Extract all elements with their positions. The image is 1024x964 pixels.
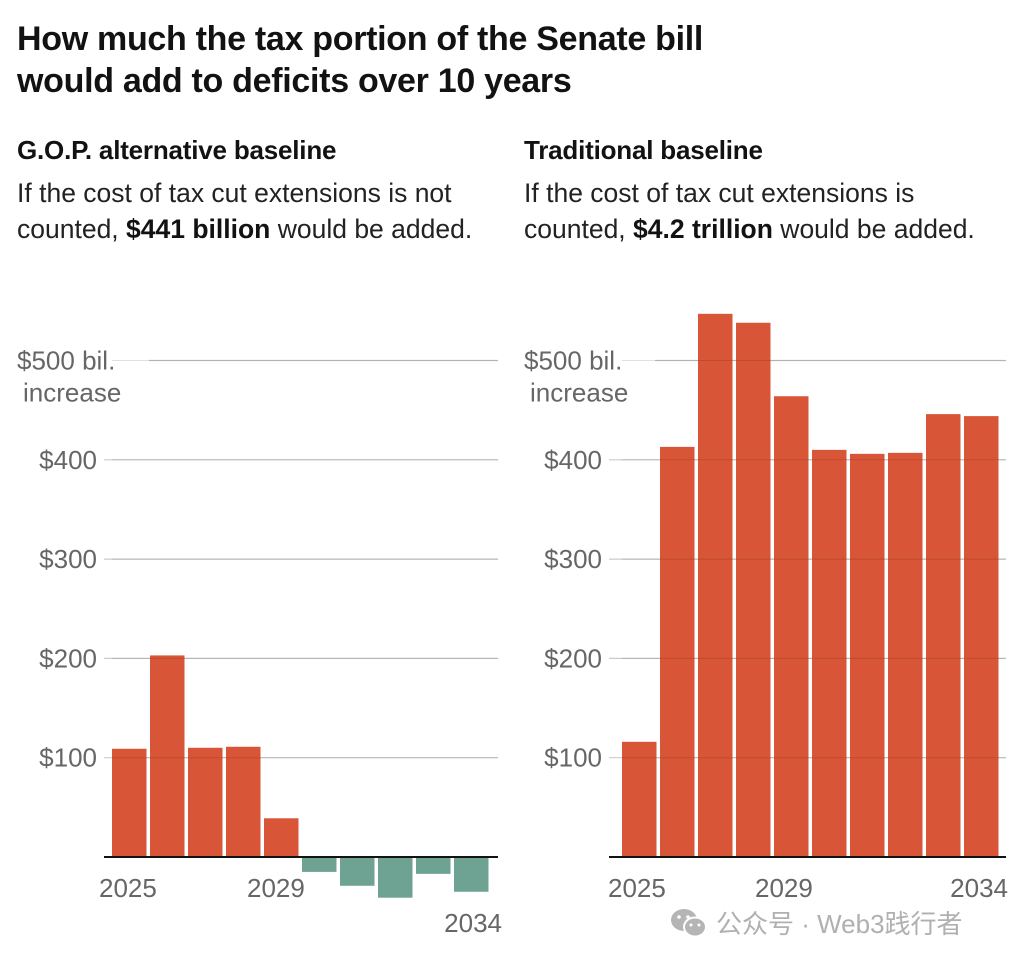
left-y-axis-unit-label: increase: [23, 378, 121, 408]
right-panel-header: Traditional baseline If the cost of tax …: [524, 134, 994, 247]
left-panel-description: If the cost of tax cut extensions is not…: [17, 175, 487, 247]
left-y-tick-label: $400: [39, 445, 97, 475]
right-desc-text-end: would be added.: [772, 214, 975, 244]
right-bar-chart: $100 $200 $300 $400 $500 bil.increase 2025 202…: [524, 313, 1008, 903]
wechat-icon: [670, 908, 708, 938]
watermark: 公众号 · Web3践行者: [670, 904, 963, 941]
right-bar-2031: [850, 453, 885, 857]
left-y-tick-label: $500 bil.: [17, 346, 115, 376]
right-desc-text: If the cost of tax cut extensions is cou…: [524, 178, 915, 244]
left-y-tick-label: $200: [39, 643, 97, 673]
right-y-tick-label: $100: [544, 743, 602, 773]
right-bar-2032: [888, 452, 923, 857]
right-x-tick-label: 2034: [950, 873, 1008, 903]
left-bar-chart: $100 $200 $300 $400 $500 bil.increase 2025 202…: [17, 346, 502, 939]
right-bar-2034: [964, 416, 999, 857]
right-panel-description: If the cost of tax cut extensions is cou…: [524, 175, 994, 247]
left-bar-2025: [112, 748, 147, 857]
right-panel-subtitle: Traditional baseline: [524, 135, 763, 165]
right-y-tick-label: $400: [544, 445, 602, 475]
right-bar-2028: [736, 322, 771, 857]
right-desc-highlight: $4.2 trillion: [633, 214, 773, 244]
left-bar-2029: [264, 818, 299, 857]
right-y-tick-label: $200: [544, 643, 602, 673]
left-bar-2034: [454, 857, 489, 892]
left-desc-text: If the cost of tax cut extensions is not…: [17, 178, 452, 244]
left-y-tick-label: $300: [39, 544, 97, 574]
right-bar-2025: [622, 741, 657, 857]
left-panel-subtitle: G.O.P. alternative baseline: [17, 135, 337, 165]
left-bar-2026: [150, 655, 185, 857]
left-bar-2027: [188, 747, 223, 857]
left-panel-header: G.O.P. alternative baseline If the cost …: [17, 134, 487, 247]
right-x-tick-label: 2025: [608, 873, 666, 903]
right-y-tick-label: $300: [544, 544, 602, 574]
left-desc-text-end: would be added.: [270, 214, 473, 244]
right-y-tick-label: $500 bil.: [524, 346, 622, 376]
right-bar-2033: [926, 414, 961, 857]
left-x-tick-label: 2034: [444, 908, 502, 938]
chart-title-line-1: How much the tax portion of the Senate b…: [17, 20, 704, 58]
chart-title-line-2: would add to deficits over 10 years: [17, 62, 572, 100]
right-bar-2029: [774, 396, 809, 857]
left-bar-2030: [302, 857, 337, 872]
chart-title: How much the tax portion of the Senate b…: [17, 18, 917, 102]
left-bar-2033: [416, 857, 451, 874]
right-bar-2026: [660, 446, 695, 857]
left-x-tick-label: 2029: [247, 873, 305, 903]
left-x-tick-label: 2025: [99, 873, 157, 903]
left-bar-2032: [378, 857, 413, 898]
watermark-text: 公众号 · Web3践行者: [716, 909, 963, 939]
left-bar-2028: [226, 746, 261, 857]
left-desc-highlight: $441 billion: [126, 214, 271, 244]
right-bar-2030: [812, 449, 847, 857]
left-y-tick-label: $100: [39, 743, 97, 773]
right-y-axis-unit-label: increase: [530, 378, 628, 408]
left-bar-2031: [340, 857, 375, 886]
right-x-tick-label: 2029: [755, 873, 813, 903]
right-bar-2027: [698, 313, 733, 858]
